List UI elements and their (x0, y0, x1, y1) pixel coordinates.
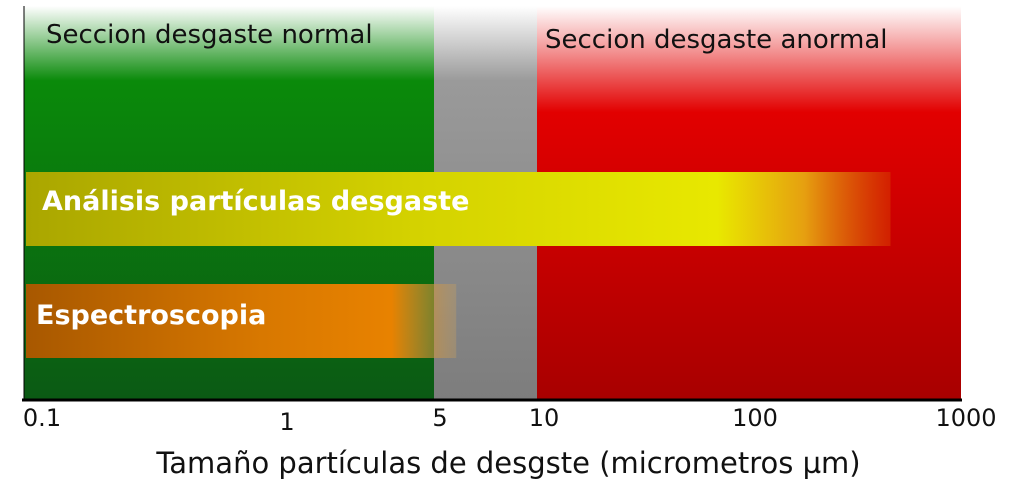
tick-label-100: 100 (732, 404, 778, 432)
tick-label-1: 1 (279, 408, 295, 436)
tick-label-0.1: 0.1 (22, 404, 62, 432)
tick-label-5: 5 (432, 404, 448, 432)
axis-title: Tamaño partículas de desgste (micrometro… (156, 446, 861, 480)
band-wear-particle-analysis (26, 172, 891, 246)
band-wear-particle-analysis-label: Análisis partículas desgaste (42, 186, 470, 217)
zone-normal-label: Seccion desgaste normal (46, 20, 373, 50)
tick-label-1000: 1000 (935, 404, 997, 432)
zone-abnormal-label: Seccion desgaste anormal (545, 25, 888, 55)
band-spectroscopy (26, 284, 457, 358)
tick-label-10: 10 (528, 404, 560, 432)
band-spectroscopy-label: Espectroscopia (36, 300, 267, 331)
